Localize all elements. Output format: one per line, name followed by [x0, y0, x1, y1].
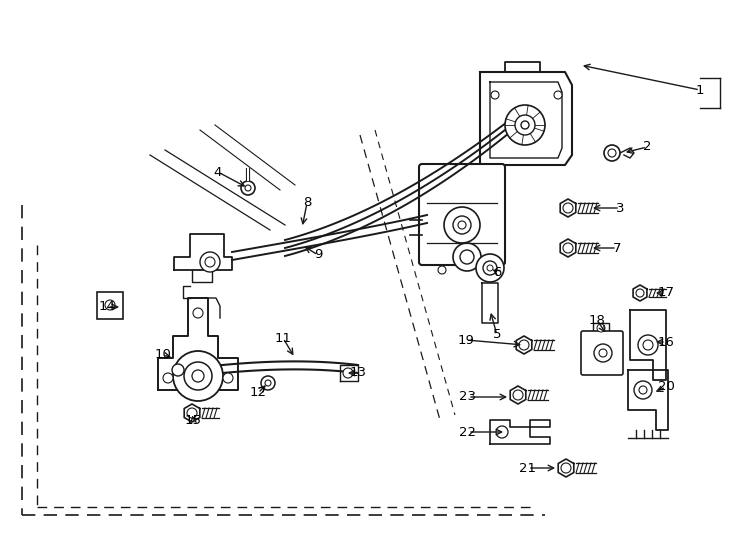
Circle shape [513, 390, 523, 400]
Text: 4: 4 [214, 165, 222, 179]
Circle shape [184, 362, 212, 390]
Circle shape [453, 216, 471, 234]
Circle shape [604, 145, 620, 161]
Circle shape [487, 265, 493, 271]
Circle shape [261, 376, 275, 390]
Circle shape [563, 243, 573, 253]
Circle shape [608, 149, 616, 157]
Circle shape [483, 261, 497, 275]
Text: 10: 10 [155, 348, 172, 361]
Text: 19: 19 [457, 334, 474, 347]
Circle shape [476, 254, 504, 282]
Circle shape [187, 408, 197, 418]
Circle shape [205, 257, 215, 267]
Circle shape [343, 368, 353, 378]
Text: 2: 2 [643, 140, 651, 153]
Circle shape [597, 324, 605, 332]
Circle shape [639, 386, 647, 394]
Circle shape [105, 300, 115, 310]
Text: 8: 8 [303, 197, 311, 210]
Circle shape [173, 351, 223, 401]
Circle shape [643, 340, 653, 350]
Text: 11: 11 [275, 332, 291, 345]
FancyBboxPatch shape [581, 331, 623, 375]
Text: 12: 12 [250, 387, 266, 400]
Text: 22: 22 [459, 426, 476, 438]
Circle shape [172, 364, 184, 376]
Text: 16: 16 [658, 335, 675, 348]
Circle shape [265, 380, 271, 386]
Circle shape [563, 203, 573, 213]
Circle shape [554, 91, 562, 99]
Text: 7: 7 [613, 241, 621, 254]
Circle shape [193, 308, 203, 318]
Circle shape [453, 243, 481, 271]
Circle shape [521, 121, 529, 129]
Circle shape [245, 185, 251, 191]
Text: 17: 17 [658, 287, 675, 300]
Circle shape [438, 266, 446, 274]
Text: 20: 20 [658, 381, 675, 394]
Circle shape [223, 373, 233, 383]
Circle shape [458, 221, 466, 229]
Circle shape [519, 340, 529, 350]
Circle shape [599, 349, 607, 357]
Circle shape [515, 115, 535, 135]
Circle shape [594, 344, 612, 362]
Circle shape [444, 207, 480, 243]
FancyBboxPatch shape [97, 292, 123, 319]
Text: 5: 5 [493, 328, 501, 341]
Circle shape [200, 252, 220, 272]
Text: 3: 3 [616, 201, 624, 214]
Circle shape [241, 181, 255, 195]
Circle shape [496, 426, 508, 438]
Text: 6: 6 [493, 266, 501, 279]
Text: 18: 18 [589, 314, 606, 327]
Circle shape [460, 250, 474, 264]
Circle shape [638, 335, 658, 355]
Circle shape [561, 463, 571, 473]
Circle shape [163, 373, 173, 383]
Circle shape [636, 289, 644, 297]
Circle shape [505, 105, 545, 145]
Circle shape [478, 266, 486, 274]
Text: 9: 9 [314, 248, 322, 261]
Text: 1: 1 [696, 84, 704, 97]
Text: 13: 13 [349, 367, 366, 380]
FancyBboxPatch shape [419, 164, 505, 265]
Circle shape [491, 91, 499, 99]
Text: 15: 15 [184, 414, 202, 427]
Text: 21: 21 [520, 462, 537, 475]
Circle shape [192, 370, 204, 382]
Text: 23: 23 [459, 390, 476, 403]
Circle shape [634, 381, 652, 399]
Text: 14: 14 [98, 300, 115, 314]
